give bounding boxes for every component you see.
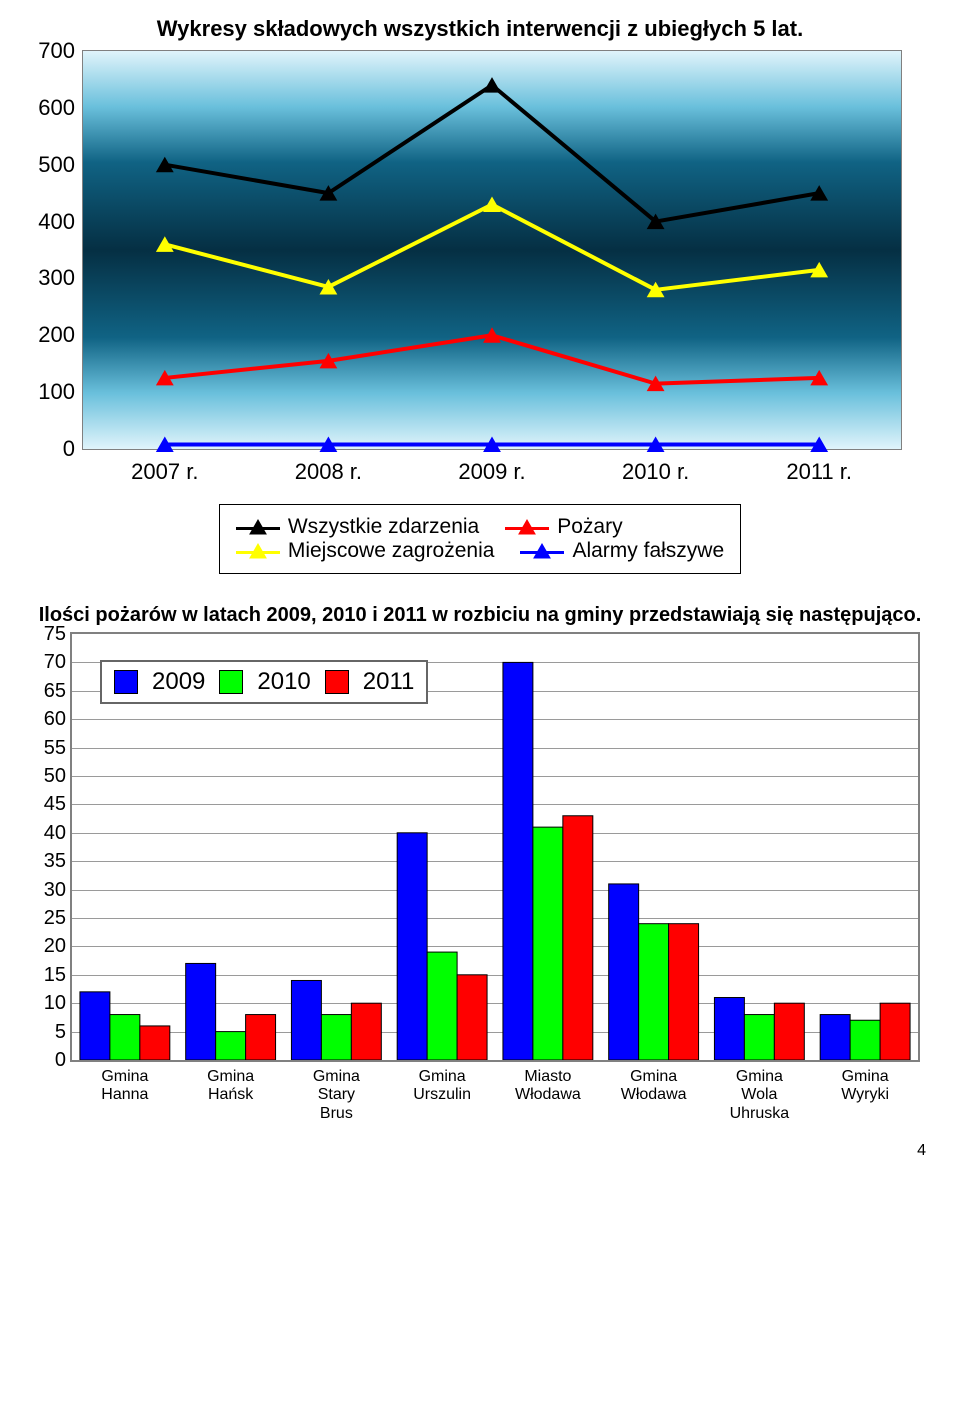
bar	[397, 833, 427, 1060]
chart1-ytick: 600	[38, 97, 83, 119]
bar	[820, 1015, 850, 1060]
legend-label: 2010	[257, 668, 310, 696]
bar	[639, 924, 669, 1060]
chart2-ytick: 35	[44, 851, 72, 871]
bar	[321, 1015, 351, 1060]
bar	[774, 1003, 804, 1060]
chart2-ytick: 40	[44, 823, 72, 843]
bar	[80, 992, 110, 1060]
chart1-xtick: 2011 r.	[786, 449, 852, 485]
chart2-legend: 2009 2010 2011	[100, 660, 428, 704]
bar	[714, 998, 744, 1060]
chart1-svg	[83, 51, 901, 449]
legend-label: Alarmy fałszywe	[572, 539, 724, 563]
chart1-ytick: 200	[38, 324, 83, 346]
bar	[850, 1020, 880, 1060]
legend-item: Alarmy fałszywe	[520, 539, 724, 563]
chart2-xtick: GminaHanna	[74, 1060, 176, 1105]
legend-item: Pożary	[505, 515, 622, 539]
bar	[503, 662, 533, 1060]
chart2-xtick: GminaStaryBrus	[286, 1060, 388, 1123]
bar	[140, 1026, 170, 1060]
chart1-title: Wykresy składowych wszystkich interwencj…	[30, 16, 930, 42]
chart2-ytick: 70	[44, 652, 72, 672]
chart1-legend-wrap: Wszystkie zdarzenia Pożary Miejscowe zagro…	[30, 504, 930, 574]
chart2-ytick: 15	[44, 965, 72, 985]
chart2-xtick: GminaWyryki	[814, 1060, 916, 1105]
legend-label: Pożary	[557, 515, 622, 539]
bar	[246, 1015, 276, 1060]
chart1-ytick: 100	[38, 381, 83, 403]
legend-label: 2011	[363, 668, 415, 696]
legend-swatch	[219, 670, 243, 694]
bar	[533, 827, 563, 1060]
bar	[609, 884, 639, 1060]
chart1-ytick: 400	[38, 211, 83, 233]
legend-label: 2009	[152, 668, 205, 696]
page: Wykresy składowych wszystkich interwencj…	[0, 0, 960, 1180]
chart2-title: Ilości pożarów w latach 2009, 2010 i 201…	[30, 602, 930, 628]
chart2: 051015202530354045505560657075GminaHanna…	[70, 632, 930, 1062]
chart1-ytick: 700	[38, 40, 83, 62]
legend-label: Miejscowe zagrożenia	[288, 539, 495, 563]
chart2-xtick: GminaWłodawa	[603, 1060, 705, 1105]
chart2-ytick: 45	[44, 794, 72, 814]
chart2-ytick: 65	[44, 681, 72, 701]
chart2-ytick: 60	[44, 709, 72, 729]
chart2-ytick: 75	[44, 624, 72, 644]
bar	[291, 980, 321, 1060]
chart1-ytick: 0	[63, 438, 83, 460]
legend-swatch	[325, 670, 349, 694]
chart2-xtick: MiastoWłodawa	[497, 1060, 599, 1105]
chart1-ytick: 300	[38, 267, 83, 289]
page-number: 4	[30, 1142, 930, 1160]
bar	[427, 952, 457, 1060]
chart1-xtick: 2009 r.	[458, 449, 525, 485]
chart2-ytick: 50	[44, 766, 72, 786]
chart2-ytick: 55	[44, 738, 72, 758]
bar	[186, 963, 216, 1060]
legend-item: Miejscowe zagrożenia	[236, 539, 495, 563]
chart2-ytick: 0	[55, 1050, 72, 1070]
legend-swatch	[114, 670, 138, 694]
bar	[563, 816, 593, 1060]
bar	[351, 1003, 381, 1060]
legend-label: Wszystkie zdarzenia	[288, 515, 479, 539]
bar	[216, 1032, 246, 1060]
legend-item: Wszystkie zdarzenia	[236, 515, 479, 539]
chart1: 01002003004005006007002007 r.2008 r.2009…	[82, 50, 930, 450]
chart2-ytick: 10	[44, 993, 72, 1013]
chart2-ytick: 5	[55, 1022, 72, 1042]
chart1-ytick: 500	[38, 154, 83, 176]
chart1-plot-area: 01002003004005006007002007 r.2008 r.2009…	[82, 50, 902, 450]
chart2-xtick: GminaUrszulin	[391, 1060, 493, 1105]
chart1-xtick: 2008 r.	[295, 449, 362, 485]
bar	[457, 975, 487, 1060]
bar	[110, 1015, 140, 1060]
chart1-legend: Wszystkie zdarzenia Pożary Miejscowe zagro…	[219, 504, 741, 574]
chart2-xtick: GminaHańsk	[180, 1060, 282, 1105]
bar	[880, 1003, 910, 1060]
chart1-xtick: 2010 r.	[622, 449, 689, 485]
bar	[744, 1015, 774, 1060]
chart2-ytick: 20	[44, 936, 72, 956]
chart2-ytick: 30	[44, 880, 72, 900]
chart2-xtick: GminaWolaUhruska	[709, 1060, 811, 1123]
bar	[669, 924, 699, 1060]
chart2-ytick: 25	[44, 908, 72, 928]
chart1-xtick: 2007 r.	[131, 449, 198, 485]
